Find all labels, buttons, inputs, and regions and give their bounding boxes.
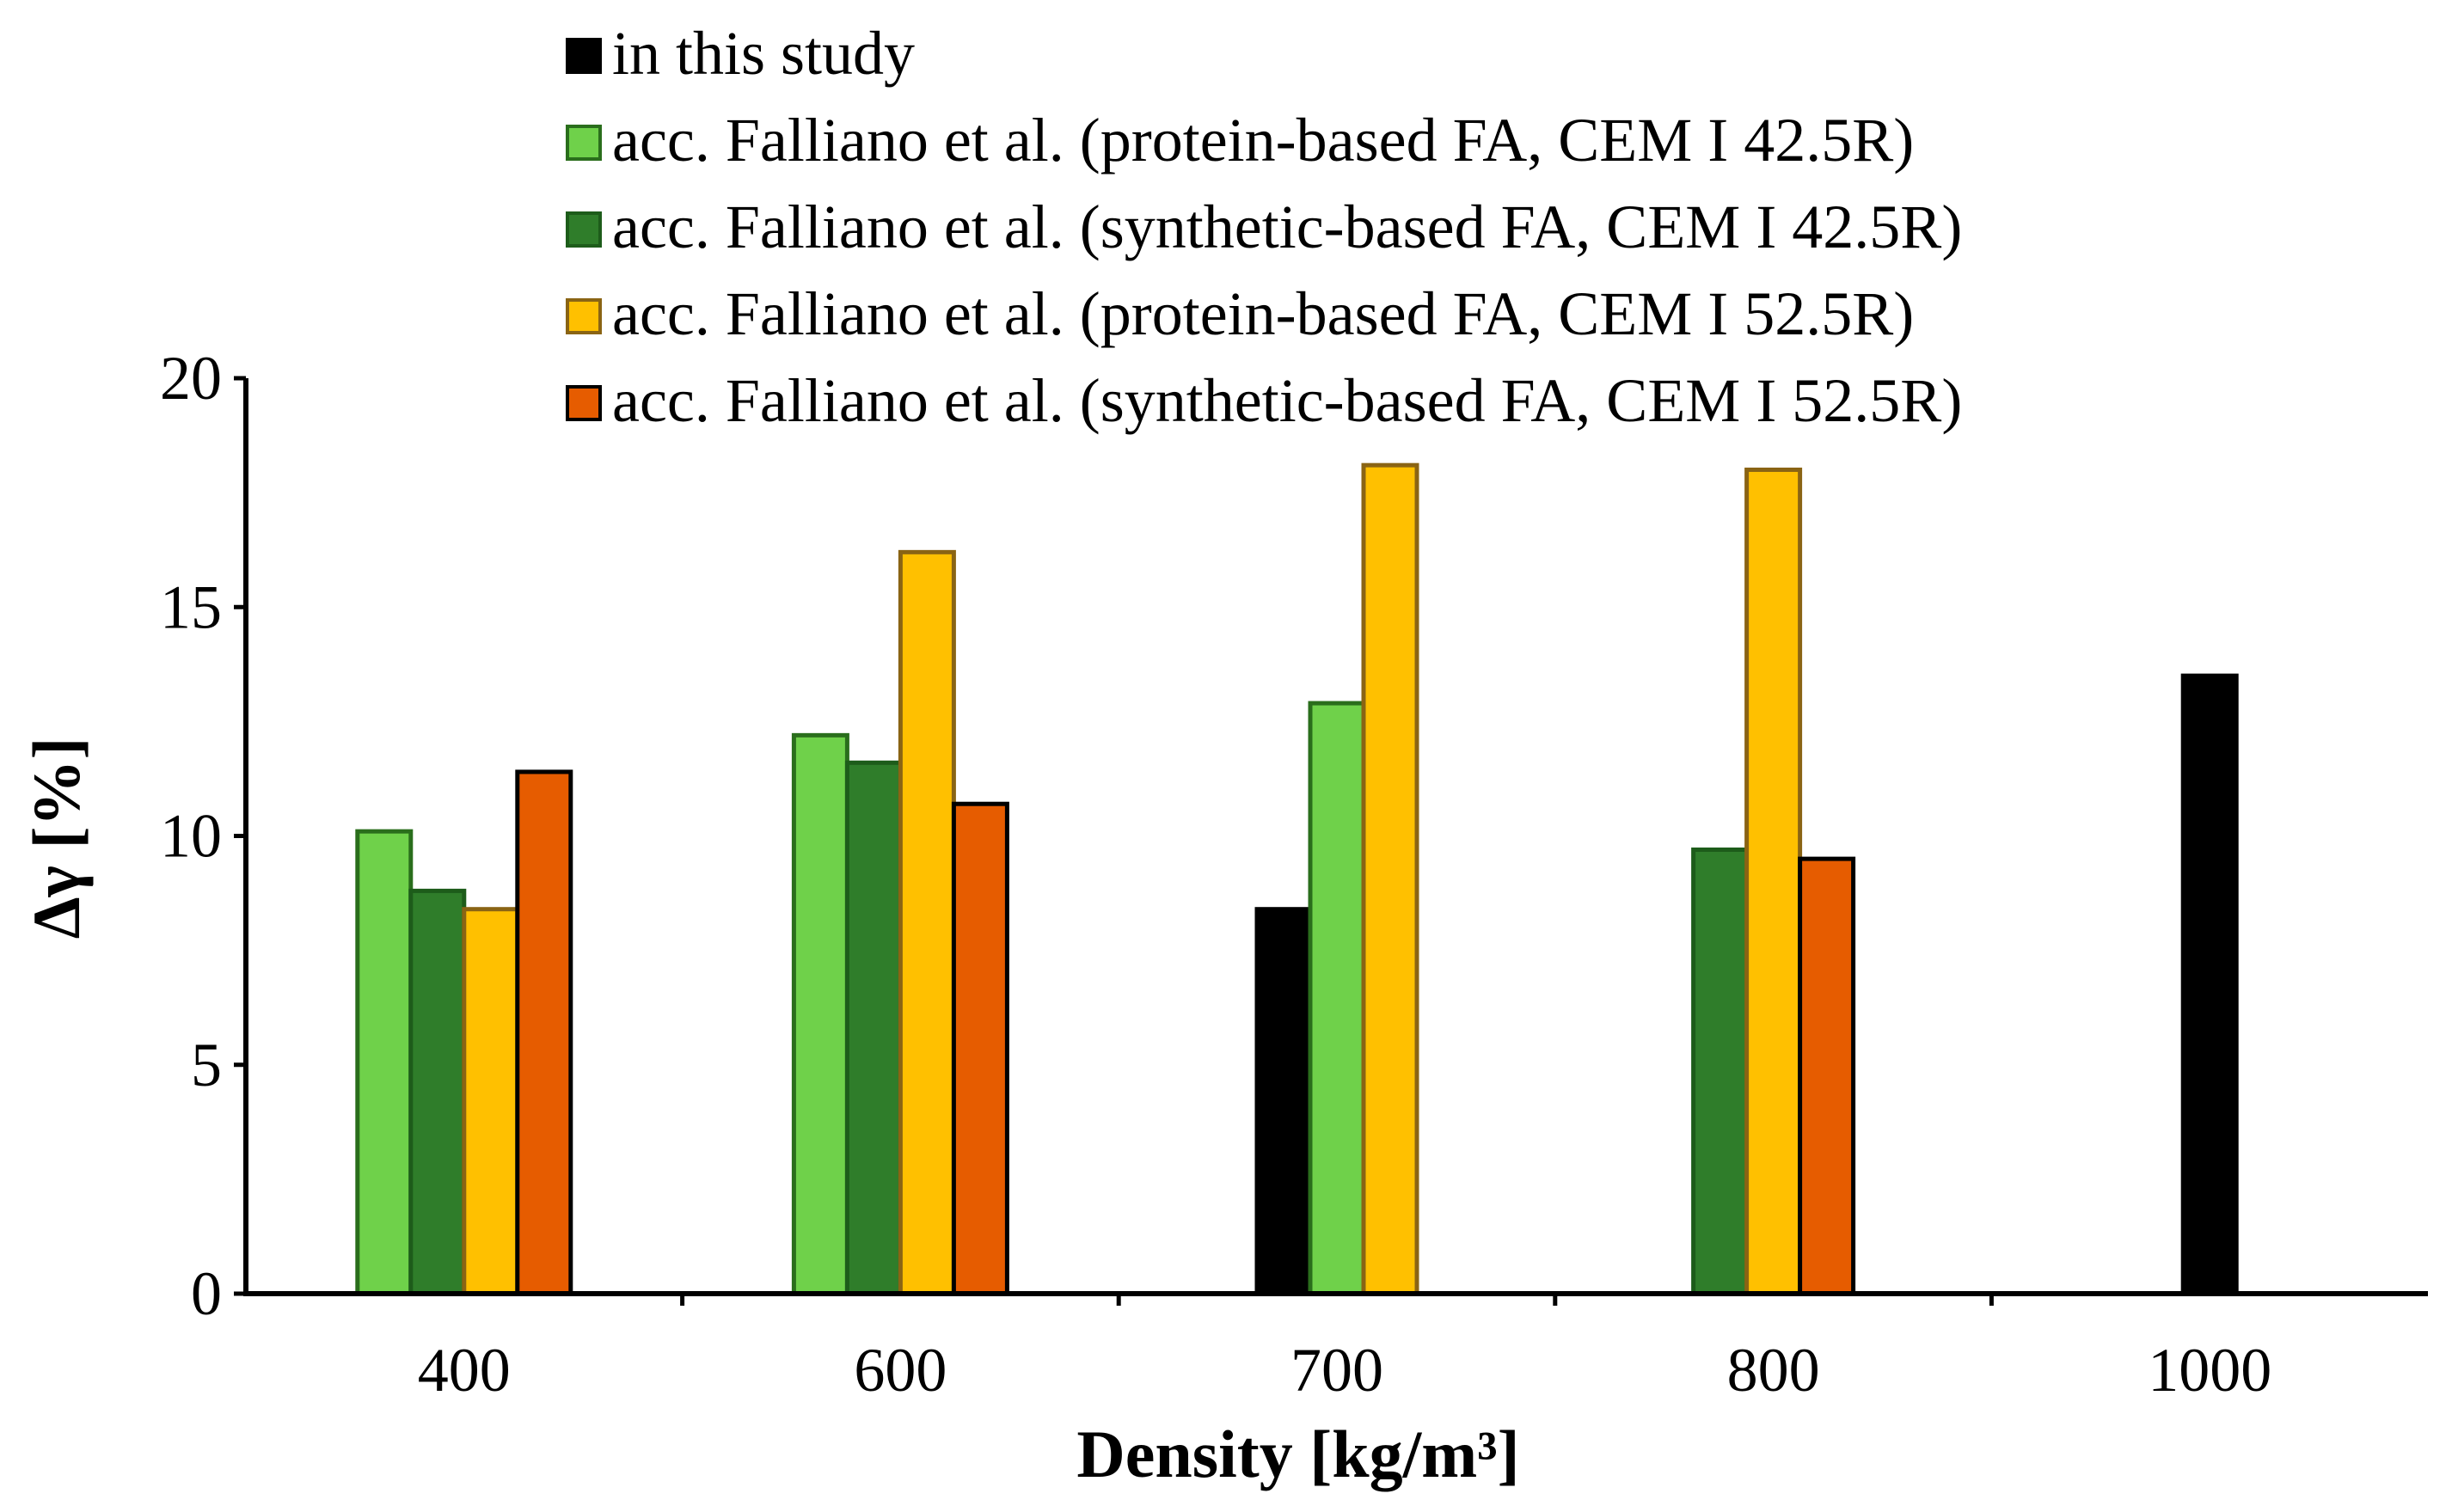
y-tick-label: 15 — [160, 572, 222, 641]
bar-800-series-3 — [1691, 847, 1750, 1296]
bar-700-series-2 — [1308, 701, 1366, 1296]
legend-label: acc. Falliano et al. (synthetic-based FA… — [612, 366, 1962, 435]
bar-700-series-1 — [1254, 907, 1313, 1296]
x-tick-label: 800 — [1727, 1336, 1820, 1405]
x-axis-title: Density [kg/m³] — [1076, 1417, 1519, 1491]
x-tick-label: 400 — [418, 1336, 511, 1405]
bar-800-series-4 — [1744, 468, 1803, 1296]
bar-400-series-2 — [355, 829, 414, 1296]
x-tick-label: 1000 — [2148, 1336, 2271, 1405]
legend-label: acc. Falliano et al. (synthetic-based FA… — [612, 193, 1962, 261]
bars — [355, 462, 2239, 1296]
legend: in this study acc. Falliano et al. (prote… — [566, 19, 1962, 435]
y-tick-label: 0 — [191, 1259, 222, 1328]
legend-swatch — [566, 38, 602, 74]
bar-600-series-3 — [844, 760, 903, 1296]
y-tick-label: 5 — [191, 1031, 222, 1099]
x-tick-label: 700 — [1290, 1336, 1383, 1405]
bar-400-series-3 — [408, 888, 467, 1296]
y-tick-label: 20 — [160, 344, 222, 413]
x-tick-label: 600 — [854, 1336, 947, 1405]
y-tick-label: 10 — [160, 802, 222, 871]
bar-400-series-5 — [515, 769, 573, 1296]
legend-swatch — [566, 125, 602, 161]
y-axis-title: Δγ [%] — [19, 738, 94, 940]
x-ticks: 400 600 700 800 1000 — [418, 1294, 2271, 1405]
legend-swatch — [566, 298, 602, 334]
legend-label: acc. Falliano et al. (protein-based FA, … — [612, 279, 1914, 348]
legend-label: acc. Falliano et al. (protein-based FA, … — [612, 106, 1914, 174]
legend-swatch — [566, 385, 602, 421]
bar-600-series-4 — [898, 549, 956, 1296]
bar-800-series-5 — [1798, 856, 1856, 1296]
bar-400-series-4 — [462, 907, 520, 1296]
legend-label: in this study — [612, 19, 915, 88]
legend-swatch — [566, 211, 602, 248]
bar-1000-series-1 — [2180, 673, 2239, 1296]
bar-600-series-2 — [791, 732, 849, 1296]
bar-600-series-5 — [951, 801, 1009, 1296]
bar-700-series-4 — [1361, 462, 1419, 1296]
y-ticks: 0 5 10 15 20 — [160, 344, 246, 1328]
